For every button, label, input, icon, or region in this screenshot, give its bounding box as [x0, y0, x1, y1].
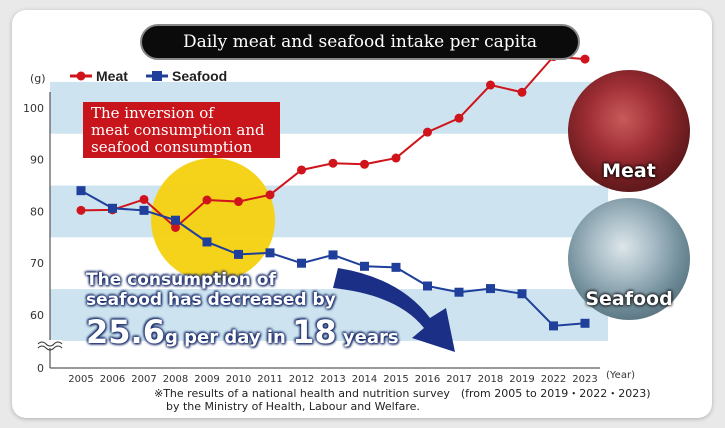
- decrease-annotation: The consumption of seafood has decreased…: [86, 270, 406, 360]
- decrease-amount: 25.6: [86, 313, 165, 351]
- x-tick-label: 2007: [131, 374, 156, 385]
- meat-point: [360, 159, 369, 169]
- x-tick-label: 2015: [383, 374, 408, 385]
- seafood-point: [549, 321, 558, 331]
- x-tick-label: 2012: [289, 374, 314, 385]
- seafood-point: [391, 262, 401, 272]
- chart-title: Daily meat and seafood intake per capita: [140, 24, 580, 60]
- seafood-point: [360, 261, 369, 271]
- inversion-highlight-circle: [151, 158, 275, 282]
- x-tick-label: 2005: [68, 374, 93, 385]
- meat-point: [234, 197, 243, 207]
- y-tick-label: 100: [23, 102, 44, 115]
- x-tick-label: 2018: [478, 374, 503, 385]
- meat-point: [517, 87, 527, 97]
- seafood-point: [517, 289, 527, 299]
- footnote-line-2: by the Ministry of Health, Labour and We…: [166, 400, 420, 413]
- x-tick-label: 2008: [163, 374, 188, 385]
- decrease-unit-text: g per day in: [164, 327, 293, 348]
- meat-point: [328, 158, 338, 168]
- x-tick-label: 2016: [415, 374, 440, 385]
- axis-break-icon: [36, 340, 63, 351]
- y-axis-zero-label: 0: [37, 362, 44, 375]
- y-tick-label: 70: [30, 257, 44, 270]
- decrease-line-1: The consumption of: [86, 270, 276, 290]
- legend-seafood-label: Seafood: [172, 68, 227, 84]
- background-band: [50, 185, 608, 238]
- callout-line: meat consumption and: [91, 121, 265, 139]
- x-tick-label: 2009: [194, 374, 219, 385]
- meat-point: [297, 165, 306, 175]
- y-ticks: 60 70 80 90 100: [23, 102, 44, 322]
- x-tick-label: 2019: [509, 374, 534, 385]
- seafood-point: [171, 215, 180, 225]
- meat-point: [202, 195, 212, 205]
- x-ticks: 2005 2006 2007 2008 2009 2010 2011 2012 2013 2014…: [68, 374, 597, 385]
- series-seafood: [76, 186, 590, 331]
- series-layer: [76, 52, 590, 331]
- decrease-years-word: years: [336, 327, 399, 348]
- decrease-line-2: seafood has decreased by: [86, 290, 336, 310]
- seafood-point: [202, 237, 212, 247]
- meat-point: [139, 194, 149, 204]
- meat-point: [454, 113, 464, 123]
- seafood-point: [454, 287, 464, 297]
- seafood-point: [328, 250, 338, 260]
- meat-photo-label: Meat: [602, 160, 656, 182]
- axes: [36, 92, 600, 369]
- legend-meat: Meat: [70, 68, 128, 84]
- seafood-point: [76, 186, 86, 196]
- inversion-callout: The inversion of meat consumption and se…: [83, 102, 280, 158]
- y-tick-label: 80: [30, 205, 44, 218]
- meat-point: [265, 190, 275, 200]
- legend-seafood: Seafood: [146, 68, 227, 84]
- callout-line: The inversion of: [91, 104, 214, 122]
- x-tick-label: 2017: [446, 374, 471, 385]
- seafood-point: [108, 203, 117, 213]
- background-band: [50, 289, 608, 341]
- x-tick-label: 2013: [320, 374, 345, 385]
- x-tick-label: 2014: [352, 374, 377, 385]
- seafood-point: [297, 258, 306, 268]
- seafood-point: [234, 249, 243, 259]
- footnote-line-1: ※The results of a national health and nu…: [154, 387, 651, 400]
- meat-point: [171, 222, 180, 232]
- x-tick-label: 2011: [257, 374, 282, 385]
- footnote: ※The results of a national health and nu…: [154, 387, 714, 413]
- decrease-arrow: [333, 268, 455, 352]
- y-tick-label: 60: [30, 309, 44, 322]
- meat-point: [391, 153, 401, 163]
- seafood-point: [265, 248, 275, 258]
- meat-point: [580, 54, 590, 64]
- y-axis-unit: (g): [30, 72, 46, 85]
- seafood-point: [139, 205, 149, 215]
- callout-line: seafood consumption: [91, 138, 253, 156]
- seafood-point: [423, 281, 432, 291]
- x-tick-label: 2006: [100, 374, 125, 385]
- x-axis-unit: (Year): [606, 370, 635, 381]
- seafood-point: [486, 284, 495, 294]
- meat-point: [76, 205, 86, 215]
- seafood-point: [580, 318, 590, 328]
- y-tick-label: 90: [30, 154, 44, 167]
- x-tick-label: 2022: [541, 374, 566, 385]
- meat-point: [423, 127, 432, 137]
- meat-photo: [568, 70, 690, 192]
- seafood-photo: [568, 198, 690, 320]
- decrease-line-3: 25.6g per day in 18 years: [86, 310, 406, 360]
- seafood-photo-label: Seafood: [585, 288, 673, 310]
- meat-point: [486, 80, 495, 90]
- x-tick-label: 2010: [226, 374, 251, 385]
- x-tick-label: 2023: [572, 374, 597, 385]
- legend-meat-label: Meat: [96, 68, 128, 84]
- legend: Meat Seafood: [70, 68, 227, 84]
- decrease-years: 18: [292, 313, 337, 351]
